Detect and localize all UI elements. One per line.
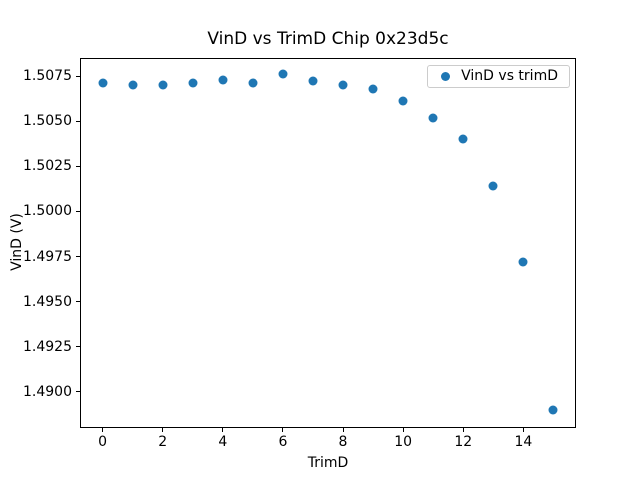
y-tick-label: 1.4975	[23, 248, 72, 265]
axes-spines	[80, 58, 576, 428]
y-tick-label: 1.5075	[23, 68, 72, 85]
x-tick-label: 2	[158, 434, 168, 450]
y-tick-label: 1.5050	[23, 113, 72, 130]
y-tick	[76, 301, 80, 303]
y-tick	[76, 120, 80, 122]
y-tick-label: 1.5025	[23, 158, 72, 175]
data-point	[98, 78, 108, 88]
data-point	[278, 69, 288, 79]
data-point	[158, 80, 168, 90]
legend-label: VinD vs trimD	[461, 68, 558, 84]
x-tick-label: 0	[98, 434, 107, 450]
y-tick-label: 1.4900	[23, 383, 72, 400]
plot-area: 0 2 4 6 8 10 12 14 1.4900 1.4925 1.4950 1.4975 1.500…	[23, 58, 576, 450]
x-axis-label: TrimD	[307, 455, 349, 471]
y-tick	[76, 391, 80, 393]
data-point	[398, 96, 408, 106]
data-point	[488, 181, 498, 191]
y-tick	[76, 75, 80, 77]
data-point	[518, 257, 528, 267]
x-tick	[522, 428, 524, 432]
data-point	[368, 84, 378, 94]
x-tick-label: 8	[338, 434, 348, 450]
x-tick-label: 10	[394, 434, 413, 450]
data-point	[428, 113, 438, 123]
x-tick-label: 4	[218, 434, 228, 450]
data-point	[338, 80, 348, 90]
y-tick	[76, 210, 80, 212]
x-tick	[162, 428, 164, 432]
y-tick-label: 1.5000	[23, 203, 72, 220]
x-tick	[222, 428, 224, 432]
data-point	[548, 405, 558, 415]
x-tick	[102, 428, 104, 432]
data-point	[458, 134, 468, 144]
data-point	[248, 78, 258, 88]
x-tick-label: 14	[514, 434, 533, 450]
x-tick	[342, 428, 344, 432]
y-axis-label: VinD (V)	[9, 213, 25, 271]
legend: VinD vs trimD	[427, 65, 570, 88]
y-tick	[76, 165, 80, 167]
y-tick-label: 1.4925	[23, 338, 72, 355]
legend-marker-icon	[441, 72, 451, 81]
x-tick	[282, 428, 284, 432]
y-tick-label: 1.4950	[23, 293, 72, 310]
x-tick-label: 6	[278, 434, 288, 450]
data-point	[188, 78, 198, 88]
chart-title: VinD vs TrimD Chip 0x23d5c	[207, 29, 449, 49]
data-point	[218, 75, 228, 85]
y-tick	[76, 346, 80, 348]
x-tick-label: 12	[454, 434, 473, 450]
data-point	[128, 80, 138, 90]
data-point	[308, 76, 318, 86]
y-tick	[76, 256, 80, 258]
x-tick	[462, 428, 464, 432]
x-tick	[402, 428, 404, 432]
